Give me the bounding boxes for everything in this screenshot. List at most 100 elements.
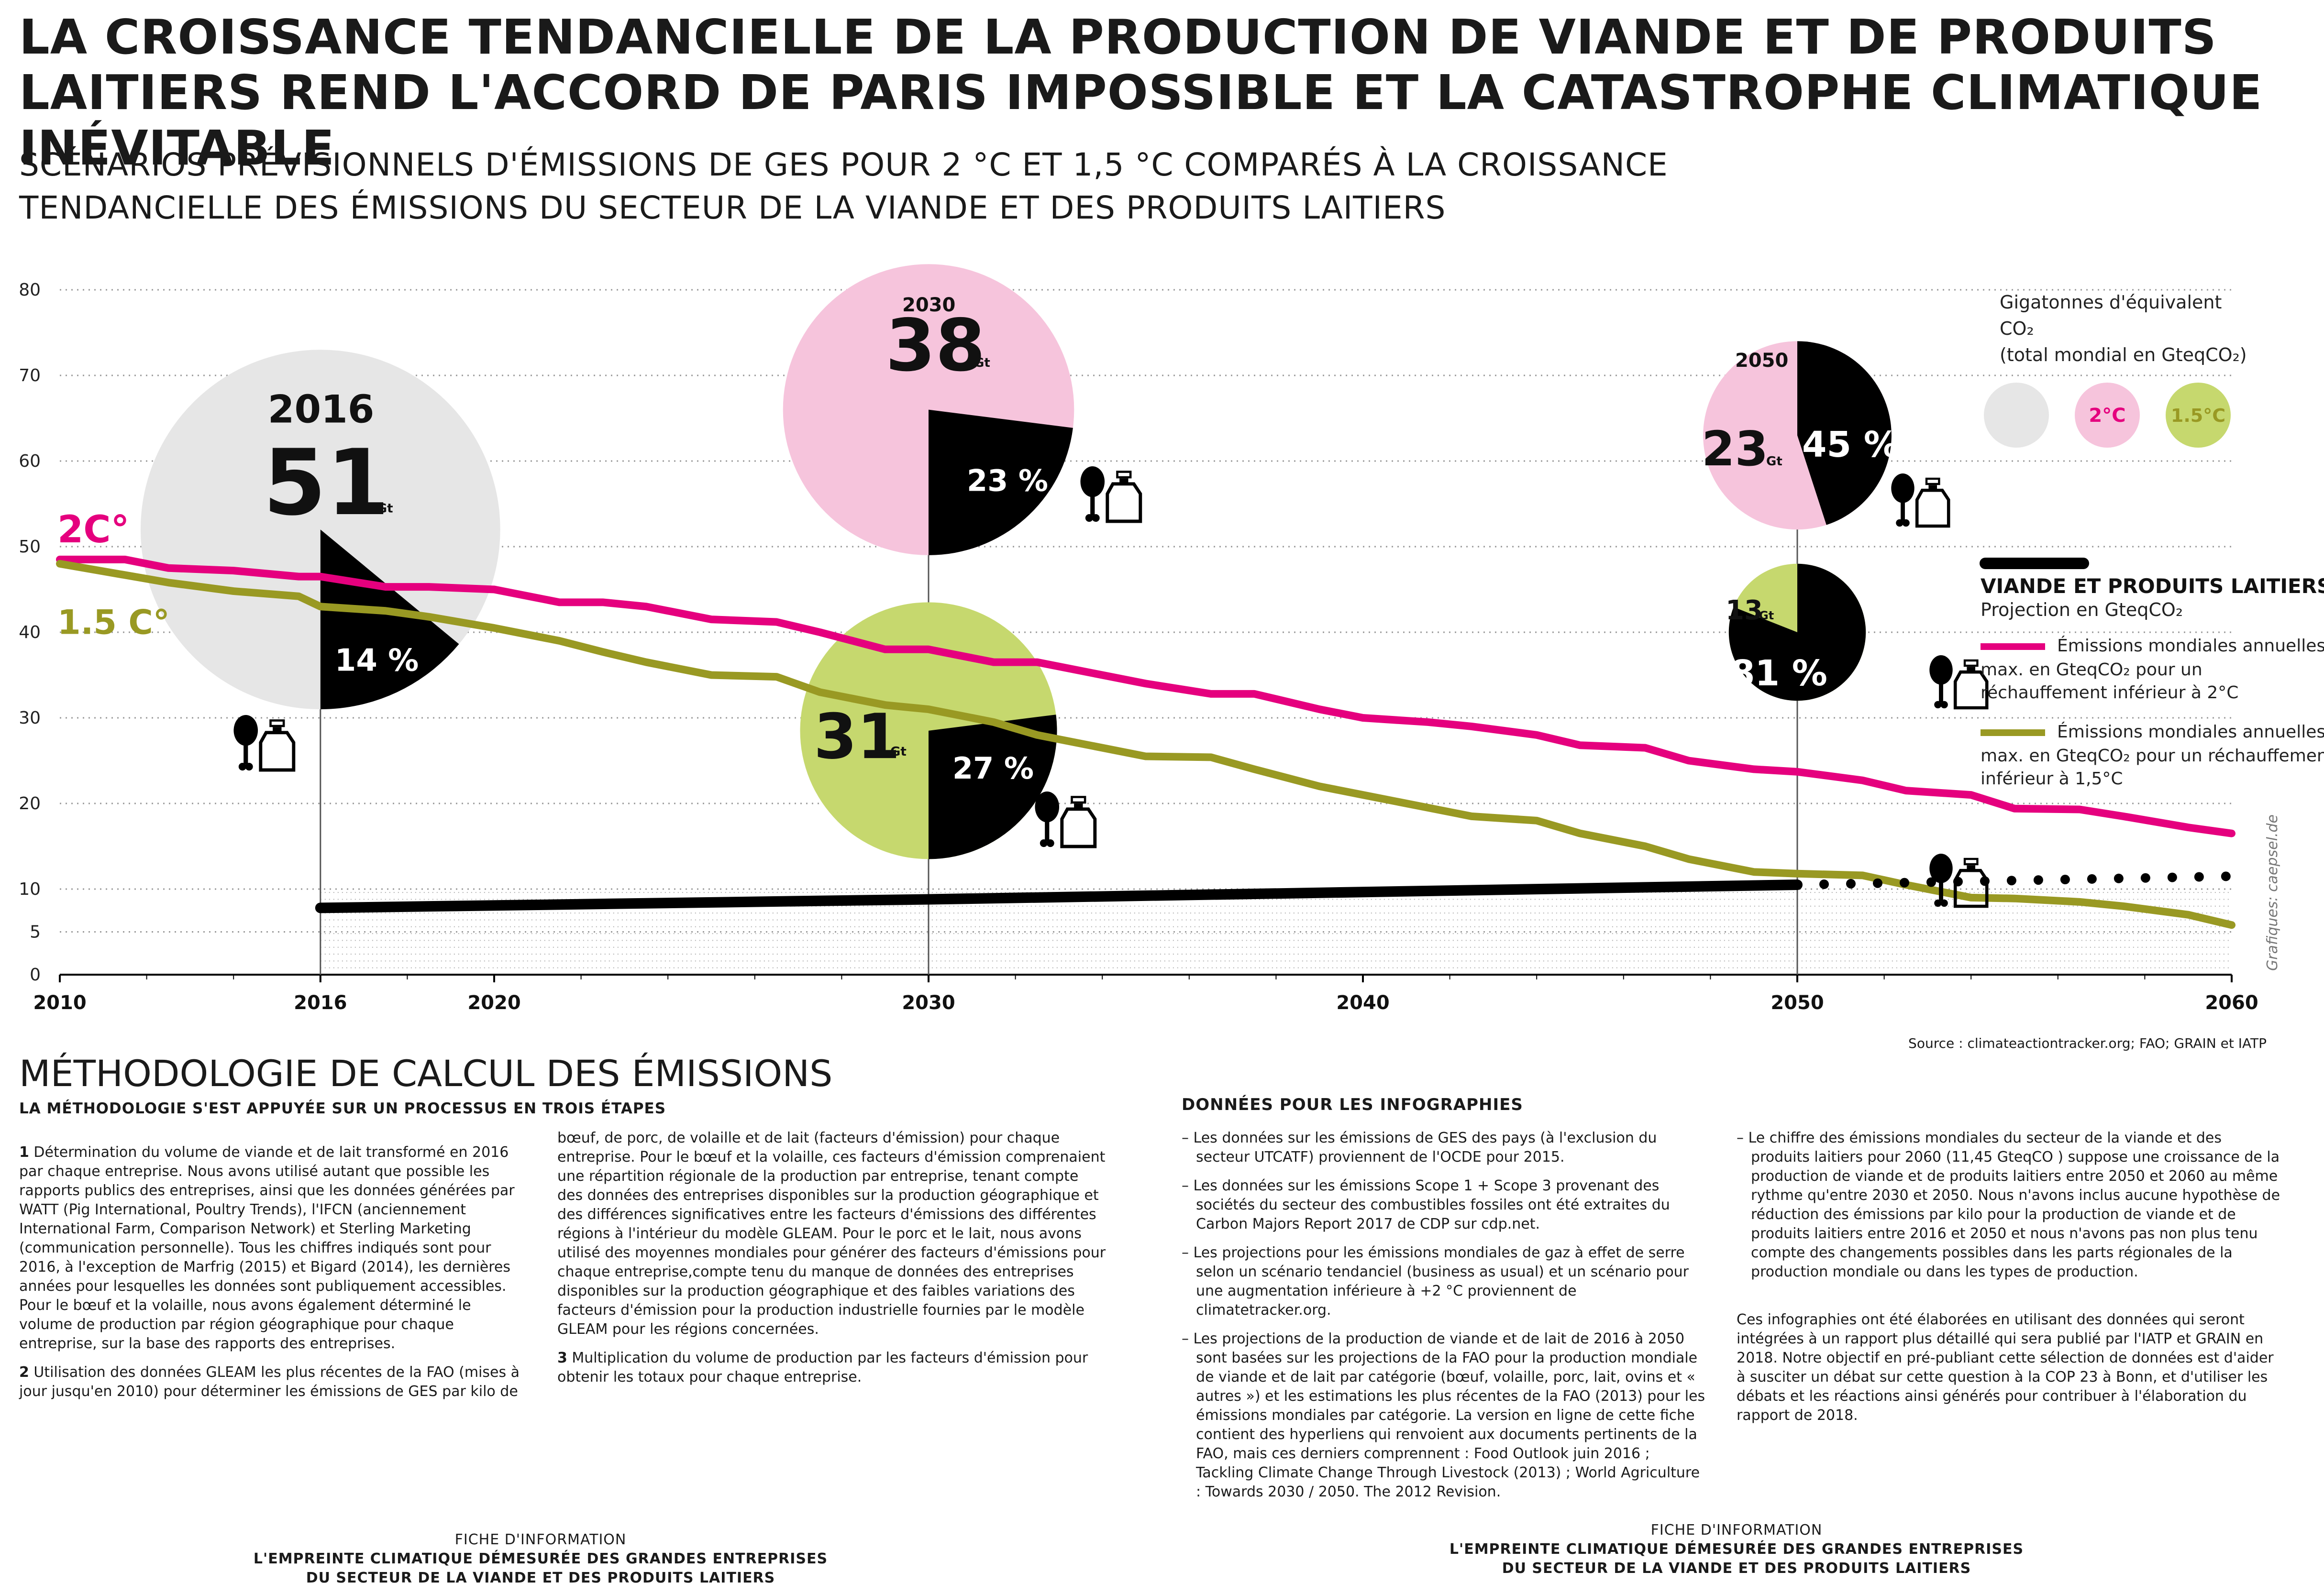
drumstick-icon [1891,473,1915,503]
bubble-share-label: 45 % [1802,424,1899,465]
bubble-share-label: 23 % [967,463,1048,498]
step-2-number: 2 [19,1364,29,1381]
data-bullet: – Les projections pour les émissions mon… [1182,1244,1689,1319]
milk-can-lid [1963,857,1979,866]
milk-can-lid [269,719,285,727]
bubble-total: 31 [814,700,900,773]
legend-olive-text: max. en GteqCO₂ pour un réchauffement [1981,746,2324,766]
bubbles [140,264,1892,859]
x-tick-label: 2010 [33,992,86,1014]
drumstick-knob [1040,839,1048,847]
y-tick-label: 0 [30,965,41,985]
milk-can-neck [273,727,282,733]
footer-label: FICHE D'INFORMATION [454,1531,627,1548]
data-column-1: – Les données sur les émissions de GES d… [1182,1129,1708,1511]
meat-dairy-icon [1035,792,1097,848]
drumstick-knob [245,763,253,771]
drumstick-icon [233,715,258,746]
y-tick-label: 10 [19,879,41,899]
drumstick-knob [1896,519,1903,527]
bubble-total: 23 [1702,421,1768,477]
meat-dairy-icon [1929,655,1989,710]
data-section-title: DONNÉES POUR LES INFOGRAPHIES [1182,1095,1523,1114]
step-2-text: Utilisation des données GLEAM les plus r… [19,1364,520,1400]
x-tick-label: 2050 [1771,992,1824,1014]
footer-line-1: L'EMPREINTE CLIMATIQUE DÉMESURÉE DES GRA… [253,1550,828,1567]
drumstick-knob [1046,839,1054,847]
bubble-share-label: 27 % [952,751,1034,786]
bubble-share-label: 81 % [1730,653,1827,694]
bubble-unit: Gt [974,356,990,370]
y-tick-label: 5 [30,923,41,942]
line-meat-dairy-projection [1793,871,2236,890]
share-wedge [1728,563,1866,701]
milk-can-lid [1925,477,1940,485]
milk-can-icon [1915,488,1950,528]
line-2c [56,555,2235,837]
y-tick-label: 50 [19,537,41,557]
drumstick-icon [1929,854,1953,883]
legend-gt-title: Gigatonnes d'équivalent [2000,292,2222,313]
bubble-unit: Gt [1766,454,1782,469]
y-tick-label: 60 [19,451,41,471]
milk-can-neck [1928,485,1937,491]
y-tick-label: 80 [19,280,41,300]
drumstick-knob [1092,514,1100,522]
share-wedge [929,409,1073,555]
line-meat-dairy [315,879,1803,913]
milk-can-icon [259,731,296,772]
label-1-5c: 1.5 C° [57,603,170,642]
step-3-number: 3 [557,1350,567,1366]
milk-can-lid [1071,796,1086,804]
legend-pink-text: Émissions mondiales annuelles [2057,636,2324,656]
x-tick-label: 2020 [467,992,520,1014]
step-1-text: Détermination du volume de viande et de … [19,1144,515,1352]
milk-can-neck [1119,478,1129,484]
legend-gt-title: (total mondial en GteqCO₂) [2000,344,2247,365]
step-2: 2 Utilisation des données GLEAM les plus… [19,1363,526,1401]
bubble-total: 38 [885,304,985,387]
page-title: LA CROISSANCE TENDANCIELLE DE LA PRODUCT… [19,9,2263,176]
data-column-2: – Le chiffre des émissions mondiales du … [1737,1129,2282,1435]
milk-can-neck [1967,865,1975,871]
bubble-unit: Gt [1759,609,1774,622]
data-bullet: – Les données sur les émissions Scope 1 … [1182,1177,1670,1232]
drumstick-bone [1939,682,1943,703]
drumstick-knob [1940,899,1948,907]
legend-meat-subtitle: Projection en GteqCO₂ [1981,599,2183,620]
bubble-year-label: 2030 [902,294,955,316]
methodology-subtitle: LA MÉTHODOLOGIE S'EST APPUYÉE SUR UN PRO… [19,1100,666,1117]
step-3: 3 Multiplication du volume de production… [557,1349,1107,1387]
y-tick-label: 70 [19,366,41,385]
drumstick-knob [1934,899,1942,907]
legend-gt-title: CO₂ [2000,318,2034,339]
legend-pink-text: réchauffement inférieur à 2°C [1981,683,2238,703]
drumstick-bone [1901,500,1905,521]
legend-olive-text: Émissions mondiales annuelles [2057,722,2324,742]
bubble-unit: Gt [890,745,907,759]
label-2c: 2C° [57,508,130,551]
step-1: 1 Détermination du volume de viande et d… [19,1143,526,1353]
meat-dairy-icon [233,715,296,772]
bubble-share-label: 14 % [335,643,419,679]
y-tick-label: 40 [19,623,41,642]
bubble-year-label: 2016 [268,387,375,431]
legend-circle-total [1984,383,2049,448]
methodology-column-2: bœuf, de porc, de volaille et de lait (f… [557,1129,1107,1396]
x-tick-label: 2040 [1336,992,1389,1014]
milk-can-neck [1074,803,1083,809]
bubble-unit: Gt [377,501,393,516]
step-3-text: Multiplication du volume de production p… [557,1350,1088,1385]
drumstick-bone [243,742,248,765]
drumstick-bone [1090,494,1095,516]
legend-circle-1-5c-label: 1.5°C [2171,405,2225,426]
drumstick-icon [1035,792,1060,823]
line-1-5c [56,560,2235,929]
meat-dairy-icon [1929,854,1989,908]
y-tick-label: 30 [19,708,41,728]
source-note: Source : climateactiontracker.org; FAO; … [1908,1035,2267,1051]
share-wedge [320,529,459,710]
data-bullet: – Le chiffre des émissions mondiales du … [1737,1130,2280,1280]
footer-line-2: DU SECTEUR DE LA VIANDE ET DES PRODUITS … [306,1570,775,1586]
